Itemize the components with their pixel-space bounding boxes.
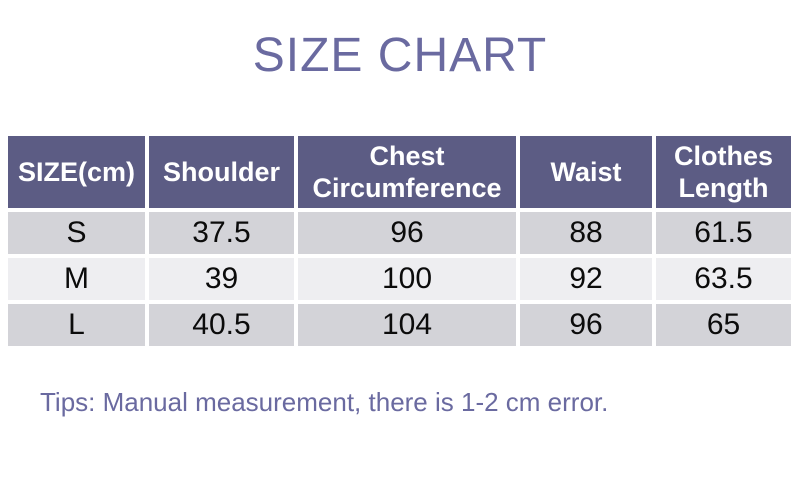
table-row-s: S 37.5 96 88 61.5 [8,212,791,254]
column-header-shoulder: Shoulder [149,136,294,208]
cell-m-shoulder: 39 [149,258,294,300]
cell-s-chest: 96 [298,212,516,254]
header-row: SIZE(cm) Shoulder Chest Circumference Wa… [8,136,791,208]
cell-l-chest: 104 [298,304,516,346]
column-header-size: SIZE(cm) [8,136,145,208]
tips-note: Tips: Manual measurement, there is 1-2 c… [40,387,609,417]
cell-s-length: 61.5 [656,212,791,254]
page-title: SIZE CHART [252,29,548,82]
size-chart-table: SIZE(cm) Shoulder Chest Circumference Wa… [4,132,795,350]
cell-size-l: L [8,304,145,346]
cell-m-length: 63.5 [656,258,791,300]
cell-l-waist: 96 [520,304,652,346]
table-row-l: L 40.5 104 96 65 [8,304,791,346]
cell-l-length: 65 [656,304,791,346]
cell-s-waist: 88 [520,212,652,254]
column-header-clothes-length: Clothes Length [656,136,791,208]
cell-l-shoulder: 40.5 [149,304,294,346]
column-header-waist: Waist [520,136,652,208]
cell-s-shoulder: 37.5 [149,212,294,254]
table-row-m: M 39 100 92 63.5 [8,258,791,300]
cell-m-waist: 92 [520,258,652,300]
cell-size-m: M [8,258,145,300]
cell-size-s: S [8,212,145,254]
column-header-chest-circumference: Chest Circumference [298,136,516,208]
cell-m-chest: 100 [298,258,516,300]
